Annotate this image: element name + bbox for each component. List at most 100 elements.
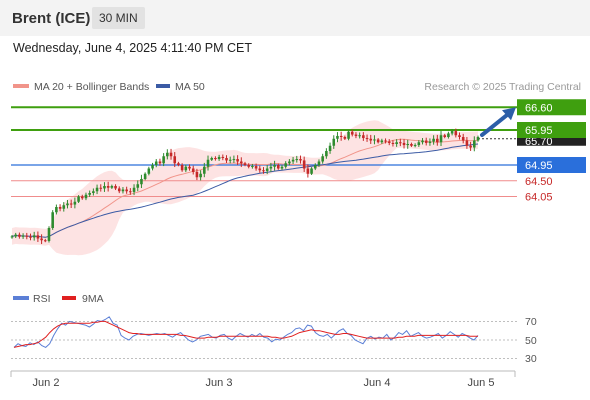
candle-body <box>228 159 232 161</box>
candle-body <box>476 137 480 141</box>
candle-body <box>99 187 103 189</box>
candle-body <box>347 131 350 139</box>
candle-body <box>354 134 358 136</box>
candle-body <box>243 163 247 165</box>
candle-body <box>51 212 54 228</box>
candle-body <box>36 235 40 239</box>
rsi-legend-label: RSI <box>33 293 51 305</box>
price-level-label-64.95: 64.95 <box>525 160 553 172</box>
candle-body <box>376 139 380 143</box>
candle-body <box>258 168 262 171</box>
candle-body <box>225 158 228 161</box>
candle-body <box>84 194 88 199</box>
candle-body <box>358 135 361 137</box>
credit-text: Research © 2025 Trading Central <box>424 81 581 93</box>
ma50-legend-swatch <box>156 84 170 88</box>
candle-body <box>151 165 154 169</box>
ma20-legend-label: MA 20 + Bollinger Bands <box>34 81 149 93</box>
candle-body <box>428 141 432 143</box>
candle-body <box>276 165 280 169</box>
candle-body <box>166 152 169 157</box>
candle-body <box>406 144 410 146</box>
candle-body <box>110 186 114 188</box>
candle-body <box>395 142 398 144</box>
candle-body <box>69 203 73 205</box>
candle-body <box>29 236 32 238</box>
rsi-gridlines <box>11 320 517 360</box>
candle-body <box>177 163 180 165</box>
candle-body <box>421 140 424 143</box>
candle-body <box>417 142 421 146</box>
candle-body <box>21 235 25 237</box>
candle-body <box>284 163 287 167</box>
candle-body <box>299 159 302 161</box>
candle-body <box>458 135 461 137</box>
candle-body <box>454 131 458 136</box>
candle-body <box>47 228 51 241</box>
candle-body <box>103 186 106 189</box>
x-label-jun5: Jun 5 <box>468 377 495 389</box>
candle-body <box>424 140 428 143</box>
candle-body <box>310 168 313 174</box>
candle-body <box>73 201 77 205</box>
candle-body <box>295 159 299 161</box>
candle-body <box>121 189 125 192</box>
candle-body <box>332 138 336 146</box>
candle-body <box>88 193 91 195</box>
rsi-ma-legend-swatch <box>62 296 76 300</box>
candle-body <box>328 145 332 151</box>
candle-body <box>402 142 406 146</box>
candle-body <box>132 187 136 192</box>
candle-body <box>62 205 66 209</box>
candle-body <box>58 207 62 209</box>
candle-body <box>66 203 69 206</box>
candle-body <box>188 166 191 169</box>
price-level-badge-66.60 <box>517 99 586 116</box>
candle-body <box>317 161 321 165</box>
candle-body <box>306 168 310 174</box>
candle-body <box>247 165 250 167</box>
candle-body <box>25 235 29 237</box>
candle-body <box>473 140 476 148</box>
candle-body <box>203 166 206 174</box>
candle-body <box>32 235 36 238</box>
candle-body <box>221 156 225 158</box>
candle-body <box>350 131 354 135</box>
candle-body <box>95 187 99 192</box>
candle-body <box>14 234 17 237</box>
rsi-ma-legend-label: 9MA <box>82 293 104 305</box>
candle-body <box>117 188 121 192</box>
candle-body <box>336 135 339 139</box>
ma50-line <box>11 143 479 238</box>
candle-body <box>365 138 369 140</box>
candle-body <box>162 156 165 164</box>
candle-body <box>362 135 365 139</box>
candle-body <box>269 166 273 169</box>
price-level-badge-64.95 <box>517 157 586 173</box>
candle-body <box>373 139 376 141</box>
candle-body <box>439 135 443 143</box>
timeframe-badge[interactable]: 30 MIN <box>92 7 145 29</box>
candle-body <box>465 140 469 146</box>
candle-body <box>443 135 447 137</box>
candle-body <box>254 166 258 169</box>
candle-body <box>432 138 435 142</box>
rsi-tick-30: 30 <box>525 353 537 365</box>
projection-arrow-shaft <box>480 112 510 137</box>
candle-body <box>92 191 95 193</box>
candle-body <box>391 142 395 144</box>
candle-body <box>236 159 239 162</box>
candle-body <box>195 172 199 178</box>
current-price-badge <box>517 137 586 146</box>
candle-body <box>469 145 472 148</box>
candle-body <box>214 158 217 160</box>
current-price-label: 65.70 <box>525 136 553 148</box>
chart-datetime: Wednesday, June 4, 2025 4:11:40 PM CET <box>13 41 253 55</box>
candle-body <box>114 186 117 189</box>
header-bar: Brent (ICE) 30 MIN <box>0 0 590 36</box>
candle-body <box>265 168 269 171</box>
candle-body <box>413 145 417 147</box>
bollinger-band <box>12 120 478 256</box>
candle-body <box>251 166 254 168</box>
candle-body <box>158 161 162 164</box>
